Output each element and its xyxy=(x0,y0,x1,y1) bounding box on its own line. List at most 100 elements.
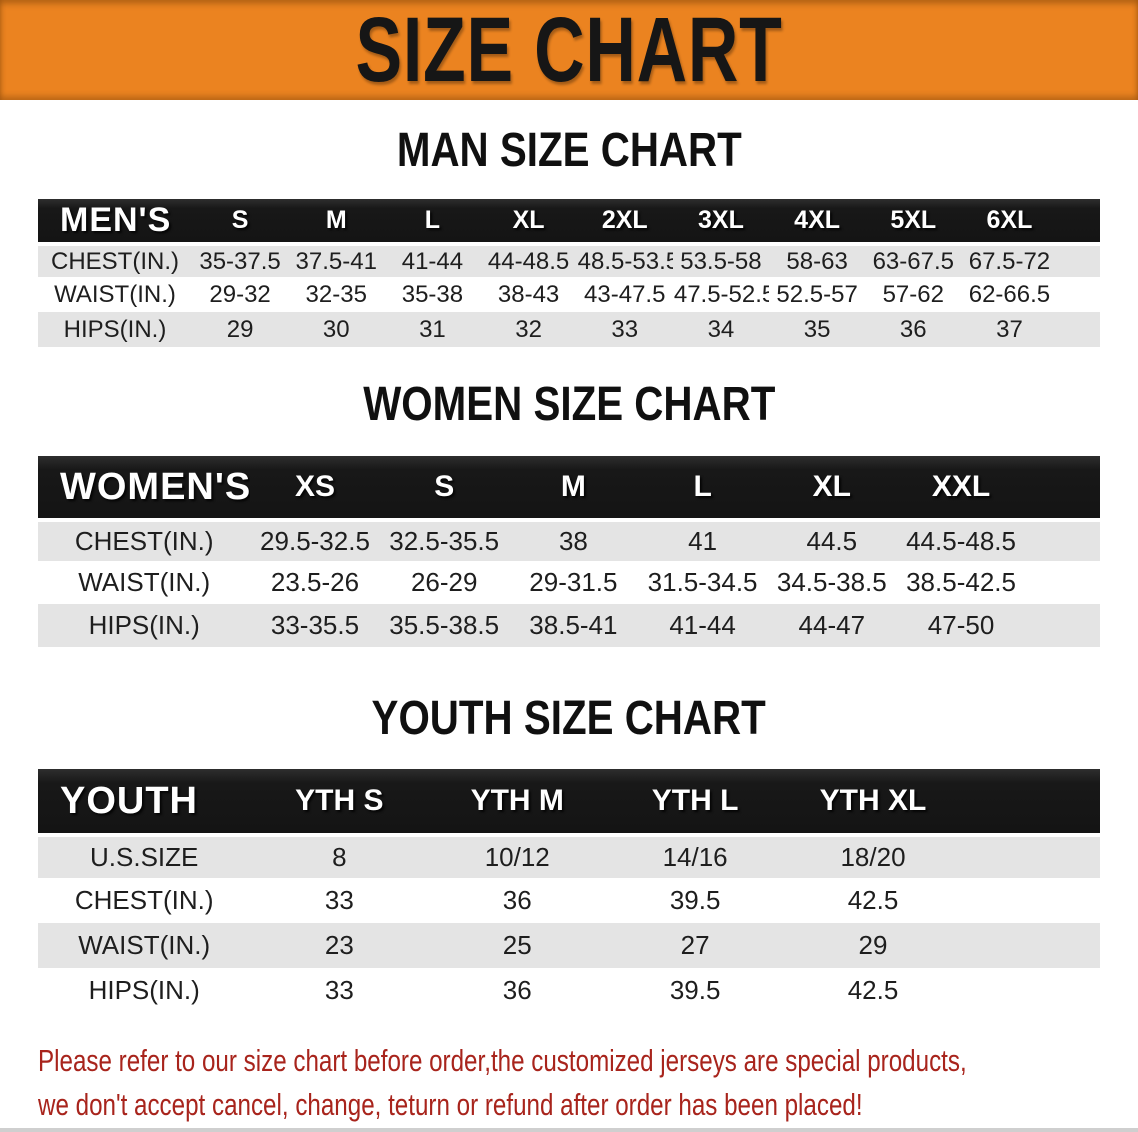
header-size-cell: 3XL xyxy=(672,199,770,242)
value-cell: 31.5-34.5 xyxy=(638,561,768,604)
header-size-cell: 2XL xyxy=(576,199,673,242)
header-size-cell: S xyxy=(191,199,289,242)
value-cell: 25 xyxy=(428,923,607,968)
disclaimer-line-2: we don't accept cancel, change, teturn o… xyxy=(38,1087,863,1122)
header-size-cell: YTH S xyxy=(250,769,429,833)
row-label-cell: HIPS(IN.) xyxy=(38,968,251,1013)
header-size-cell: YTH L xyxy=(606,769,785,833)
value-cell: 36 xyxy=(865,312,962,347)
value-cell: 47-50 xyxy=(896,604,1026,647)
value-cell: 32.5-35.5 xyxy=(379,518,509,561)
value-cell: 31 xyxy=(384,312,481,347)
value-cell: 35.5-38.5 xyxy=(379,604,509,647)
value-cell: 32 xyxy=(480,312,577,347)
value-cell: 44.5-48.5 xyxy=(896,518,1026,561)
table-header-row: WOMEN'S XS S M L XL XXL xyxy=(38,456,1100,518)
value-cell: 62-66.5 xyxy=(961,277,1058,312)
value-cell: 37 xyxy=(961,312,1058,347)
header-filler-cell xyxy=(961,769,1100,833)
table-row: HIPS(IN.) 33 36 39.5 42.5 xyxy=(38,968,1100,1013)
value-cell: 48.5-53.5 xyxy=(576,242,673,277)
row-filler-cell xyxy=(961,923,1100,968)
table-row: HIPS(IN.) 33-35.5 35.5-38.5 38.5-41 41-44 44-… xyxy=(38,604,1100,647)
value-cell: 33 xyxy=(576,312,673,347)
header-filler-cell xyxy=(1057,199,1100,242)
value-cell: 37.5-41 xyxy=(288,242,385,277)
value-cell: 41 xyxy=(638,518,768,561)
value-cell: 44.5 xyxy=(767,518,897,561)
value-cell: 38 xyxy=(508,518,638,561)
value-cell: 29 xyxy=(784,923,962,968)
header-size-cell: 6XL xyxy=(961,199,1058,242)
header-size-cell: M xyxy=(288,199,385,242)
page-title: SIZE CHART xyxy=(355,0,783,101)
row-label-cell: CHEST(IN.) xyxy=(38,518,251,561)
women-section-heading: WOMEN SIZE CHART xyxy=(362,378,776,431)
value-cell: 29-32 xyxy=(191,277,289,312)
man-section-heading: MAN SIZE CHART xyxy=(396,124,742,177)
table-group-label: WOMEN'S xyxy=(38,456,251,518)
value-cell: 33-35.5 xyxy=(250,604,380,647)
table-row: WAIST(IN.) 23 25 27 29 xyxy=(38,923,1100,968)
value-cell: 35 xyxy=(769,312,866,347)
row-label-cell: U.S.SIZE xyxy=(38,833,251,878)
table-header-row: MEN'S S M L XL 2XL 3XL 4XL 5XL 6XL xyxy=(38,199,1100,242)
table-row: WAIST(IN.) 23.5-26 26-29 29-31.5 31.5-34.5 34… xyxy=(38,561,1100,604)
row-label-cell: WAIST(IN.) xyxy=(38,277,192,312)
value-cell: 35-38 xyxy=(384,277,481,312)
row-filler-cell xyxy=(1057,242,1100,277)
header-size-cell: S xyxy=(379,456,509,518)
header-size-cell: XS xyxy=(250,456,380,518)
value-cell: 33 xyxy=(250,878,429,923)
row-label-cell: HIPS(IN.) xyxy=(38,312,192,347)
row-filler-cell xyxy=(1057,312,1100,347)
value-cell: 43-47.5 xyxy=(576,277,673,312)
value-cell: 41-44 xyxy=(384,242,481,277)
row-filler-cell xyxy=(1025,518,1100,561)
value-cell: 42.5 xyxy=(784,968,962,1013)
row-filler-cell xyxy=(961,878,1100,923)
value-cell: 27 xyxy=(606,923,785,968)
row-label-cell: CHEST(IN.) xyxy=(38,878,251,923)
value-cell: 44-48.5 xyxy=(480,242,577,277)
value-cell: 32-35 xyxy=(288,277,385,312)
value-cell: 23.5-26 xyxy=(250,561,380,604)
value-cell: 39.5 xyxy=(606,878,785,923)
table-group-label: YOUTH xyxy=(38,769,251,833)
table-row: HIPS(IN.) 29 30 31 32 33 34 35 36 37 xyxy=(38,312,1100,347)
value-cell: 14/16 xyxy=(606,833,785,878)
header-size-cell: M xyxy=(508,456,638,518)
row-label-cell: CHEST(IN.) xyxy=(38,242,192,277)
header-size-cell: 5XL xyxy=(865,199,962,242)
table-row: CHEST(IN.) 29.5-32.5 32.5-35.5 38 41 44.5 44.5… xyxy=(38,518,1100,561)
value-cell: 23 xyxy=(250,923,429,968)
value-cell: 29-31.5 xyxy=(508,561,638,604)
value-cell: 41-44 xyxy=(638,604,768,647)
men-size-table-container: MEN'S S M L XL 2XL 3XL 4XL 5XL 6XL CHEST(IN.) 35-37… xyxy=(38,199,1100,347)
value-cell: 63-67.5 xyxy=(865,242,962,277)
row-filler-cell xyxy=(1025,561,1100,604)
value-cell: 33 xyxy=(250,968,429,1013)
value-cell: 38-43 xyxy=(480,277,577,312)
table-row: U.S.SIZE 8 10/12 14/16 18/20 xyxy=(38,833,1100,878)
value-cell: 10/12 xyxy=(428,833,607,878)
table-row: CHEST(IN.) 35-37.5 37.5-41 41-44 44-48.5 48.5… xyxy=(38,242,1100,277)
header-filler-cell xyxy=(1025,456,1100,518)
value-cell: 38.5-41 xyxy=(508,604,638,647)
row-filler-cell xyxy=(1025,604,1100,647)
value-cell: 52.5-57 xyxy=(769,277,866,312)
row-filler-cell xyxy=(961,968,1100,1013)
youth-size-table-container: YOUTH YTH S YTH M YTH L YTH XL U.S.SIZE 8 10/12… xyxy=(38,769,1100,1013)
header-size-cell: YTH XL xyxy=(784,769,962,833)
value-cell: 38.5-42.5 xyxy=(896,561,1026,604)
value-cell: 18/20 xyxy=(784,833,962,878)
table-row: CHEST(IN.) 33 36 39.5 42.5 xyxy=(38,878,1100,923)
value-cell: 67.5-72 xyxy=(961,242,1058,277)
value-cell: 47.5-52.5 xyxy=(672,277,770,312)
row-filler-cell xyxy=(961,833,1100,878)
table-header-row: YOUTH YTH S YTH M YTH L YTH XL xyxy=(38,769,1100,833)
disclaimer-text: Please refer to our size chart before or… xyxy=(38,1039,1138,1127)
value-cell: 39.5 xyxy=(606,968,785,1013)
table-group-label: MEN'S xyxy=(38,199,192,242)
